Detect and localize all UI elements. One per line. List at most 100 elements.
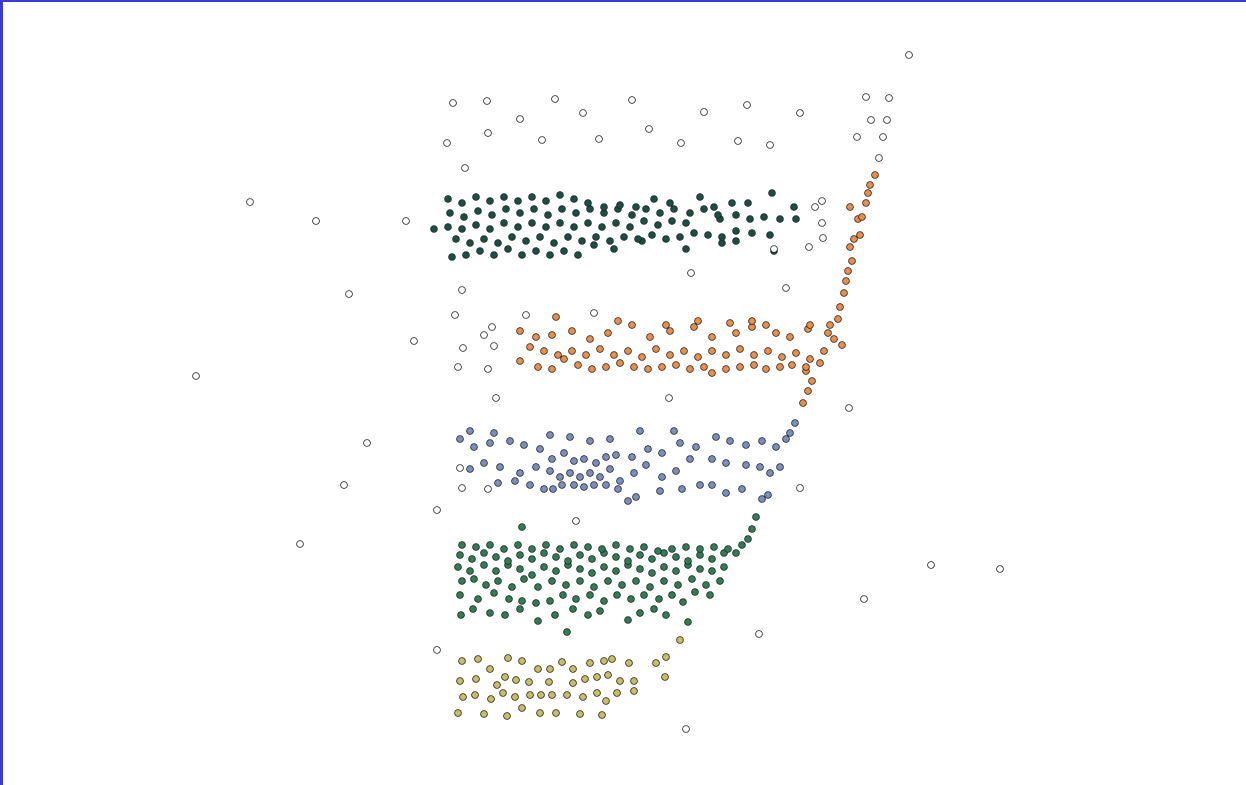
data-point [864,189,872,197]
data-point [682,219,690,227]
data-point [574,361,582,369]
data-point [516,469,524,477]
data-point [644,365,652,373]
data-point [722,459,730,467]
data-point [702,581,710,589]
data-point [612,219,620,227]
data-point [618,581,626,589]
data-point [458,484,466,492]
data-point [722,489,730,497]
data-point [736,345,744,353]
data-point [604,329,612,337]
data-point [595,135,603,143]
data-point [666,351,674,359]
data-point [579,693,587,701]
data-point [644,445,652,453]
data-point [770,245,778,253]
data-point [686,365,694,373]
data-point [472,221,480,229]
data-point [656,487,664,495]
data-point [690,323,698,331]
data-point [494,239,502,247]
data-point [818,219,826,227]
data-point [468,555,476,563]
data-point [559,591,567,599]
data-point [748,317,756,325]
data-point [459,344,467,352]
data-point [456,677,464,685]
data-point [630,469,638,477]
data-point [845,404,853,412]
data-point [738,485,746,493]
data-point [532,463,540,471]
data-point [696,565,704,573]
data-point [551,95,559,103]
data-point [782,435,790,443]
data-point [728,199,736,207]
data-point [613,591,621,599]
data-point [816,359,824,367]
data-point [620,233,628,241]
data-point [402,217,410,225]
data-point [662,653,670,661]
data-point [764,347,772,355]
data-point [592,233,600,241]
data-point [512,676,520,684]
data-point [472,543,480,551]
data-point [766,141,774,149]
data-point [598,545,606,553]
data-point [542,541,550,549]
data-point [459,693,467,701]
data-point [830,335,838,343]
data-point [570,195,578,203]
data-point [672,361,680,369]
data-point [600,203,608,211]
data-point [444,223,452,231]
data-point [744,535,752,543]
data-point [457,611,465,619]
data-point [690,229,698,237]
data-point [871,171,879,179]
data-point [696,545,704,553]
data-point [670,427,678,435]
data-point [534,617,542,625]
data-point [532,333,540,341]
data-point [686,209,694,217]
data-point [578,237,586,245]
data-point [474,595,482,603]
data-point [504,557,512,565]
data-point [560,449,568,457]
data-point [616,201,624,209]
data-point [616,359,624,367]
data-point [696,193,704,201]
data-point [499,689,507,697]
data-point [746,215,754,223]
data-point [590,309,598,317]
data-point [778,353,786,361]
data-point [668,591,676,599]
data-point [469,605,477,613]
data-point [612,541,620,549]
data-point [503,712,511,720]
data-point [616,477,624,485]
data-point [483,97,491,105]
data-point [674,581,682,589]
data-point [670,205,678,213]
data-point [883,116,891,124]
data-point [628,211,636,219]
data-point [474,655,482,663]
data-point [552,553,560,561]
data-point [834,315,842,323]
data-point [732,329,740,337]
data-point [586,335,594,343]
data-point [454,709,462,717]
data-point [449,99,457,107]
data-point [492,567,500,575]
data-point [586,659,594,667]
data-point [490,342,498,350]
data-point [748,525,756,533]
data-point [456,464,464,472]
data-point [642,205,650,213]
data-point [694,317,702,325]
data-point [762,365,770,373]
